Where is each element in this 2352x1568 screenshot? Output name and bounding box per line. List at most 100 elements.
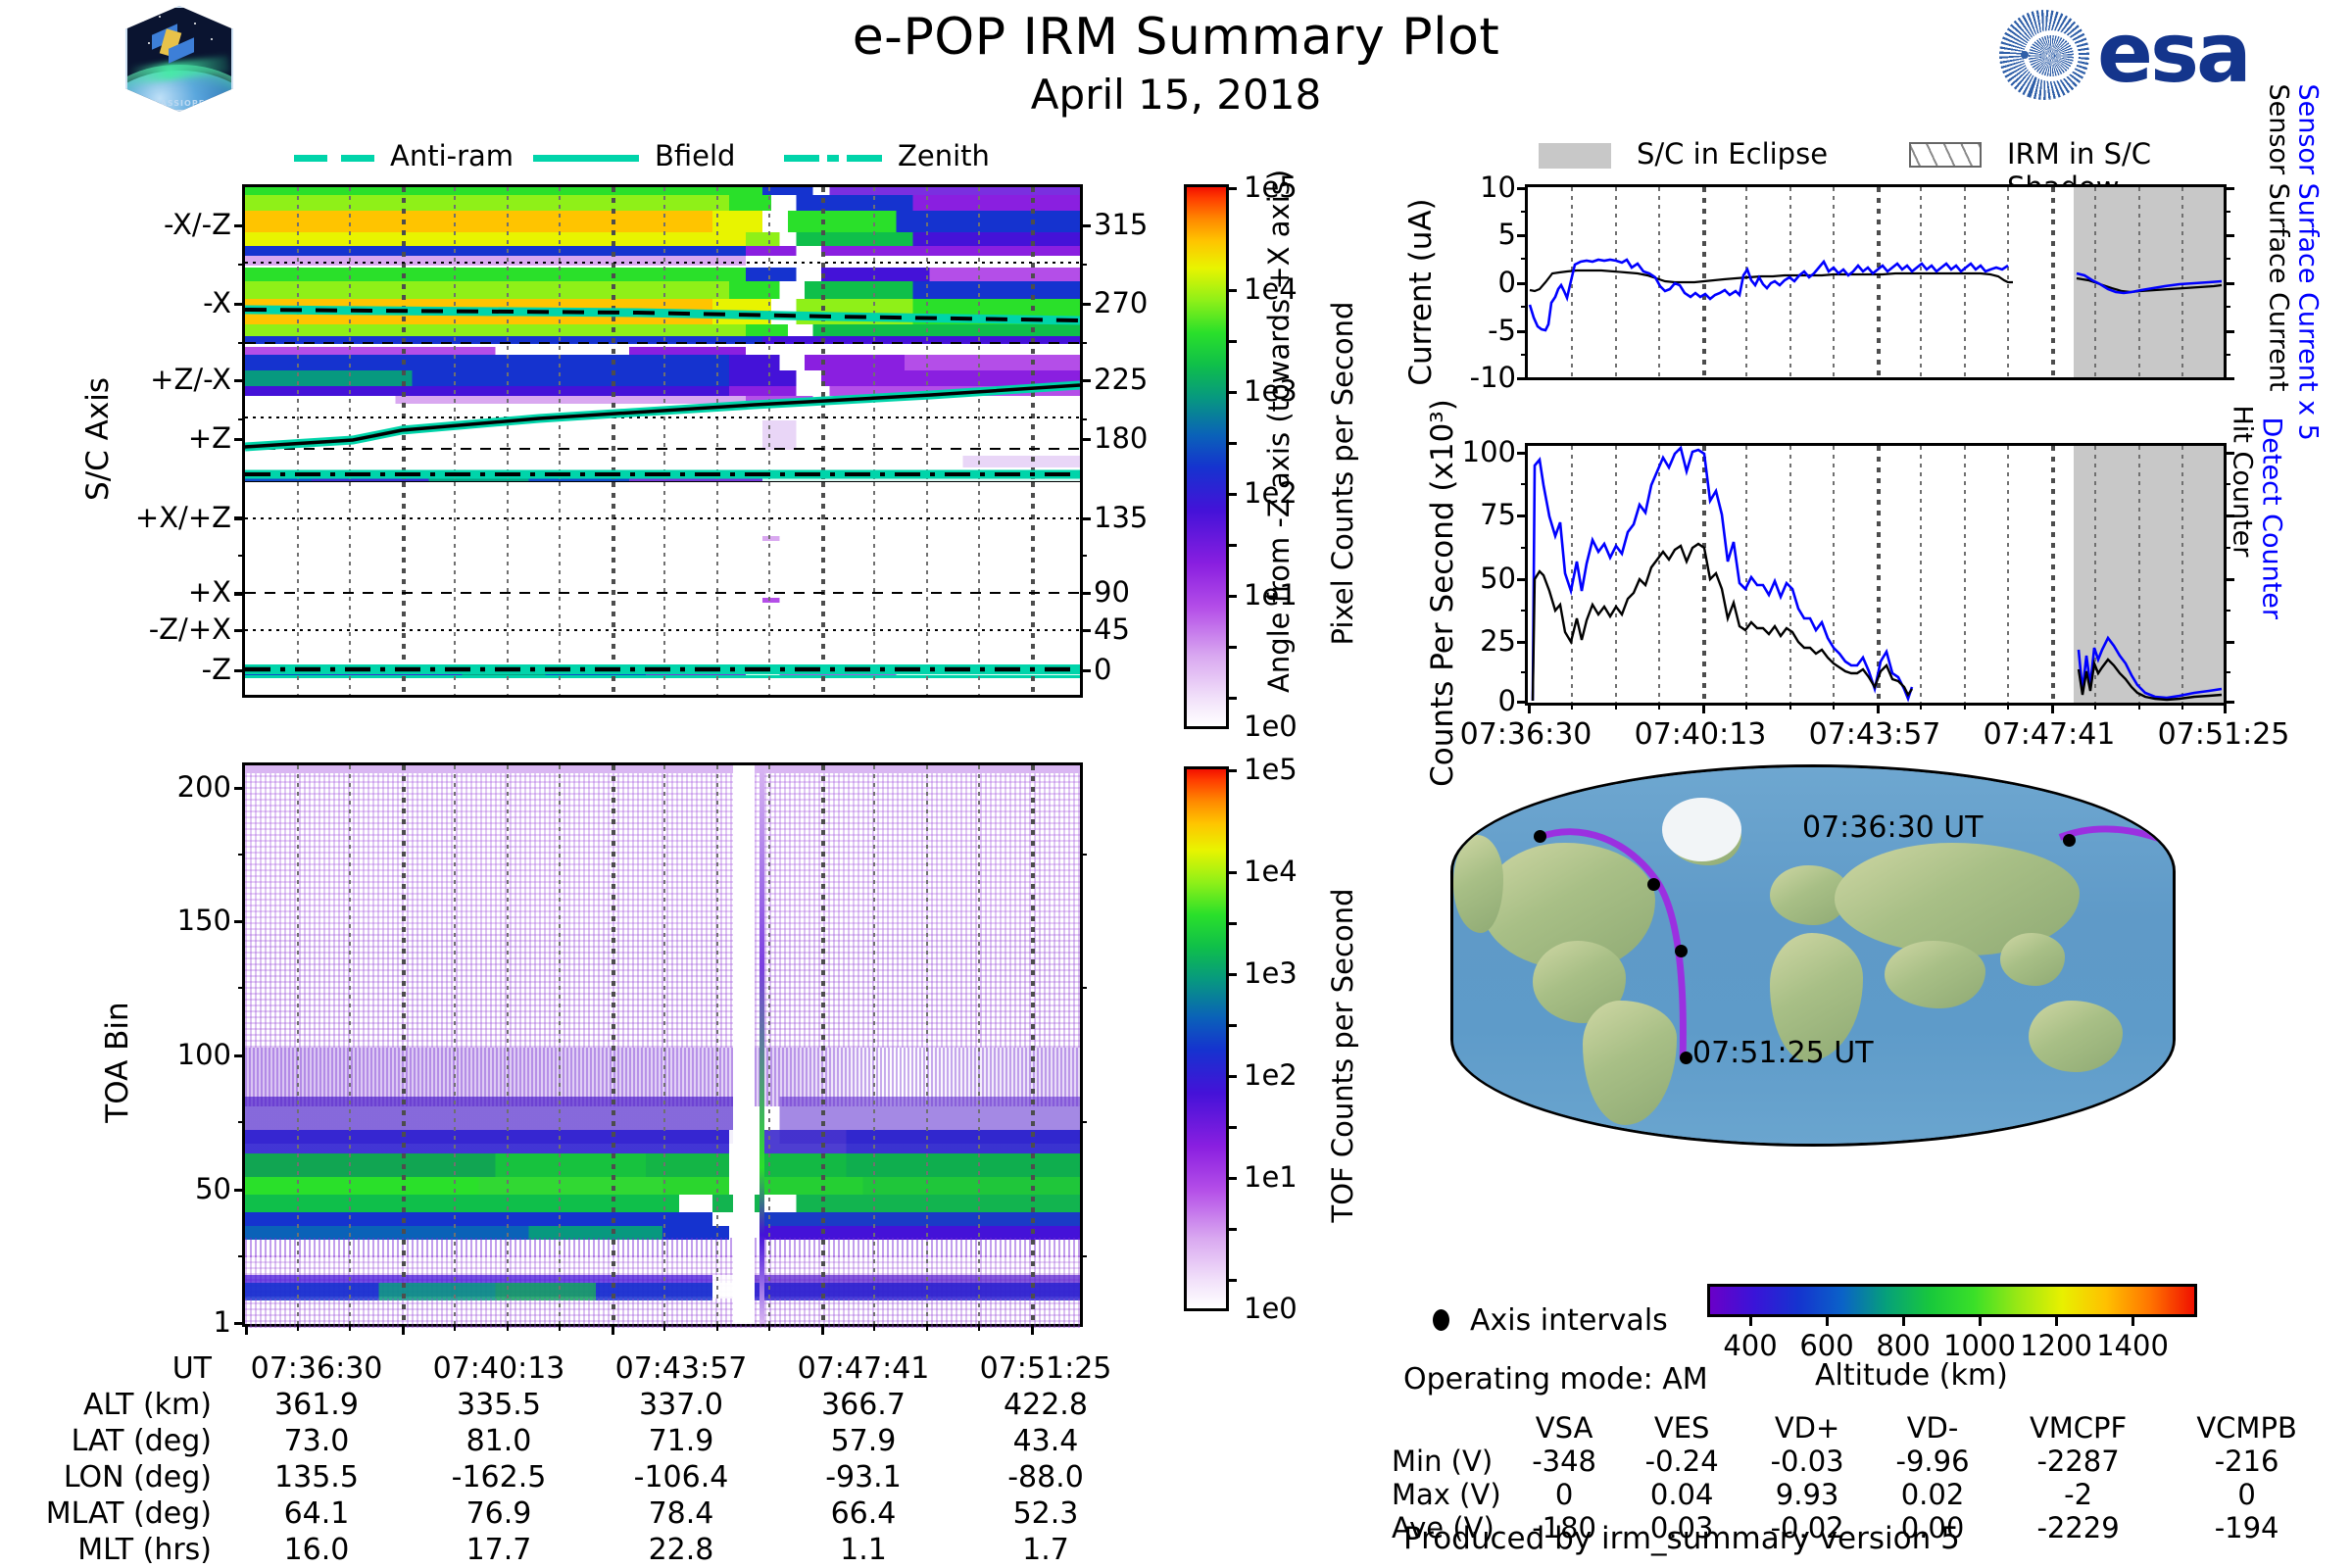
track-interval-dot-1 [1534,830,1546,843]
track-end-label: 07:51:25 UT [1692,1036,1874,1070]
zenith-trace-lower [245,482,1080,695]
anti-ram-trace [245,187,1080,479]
current-trace-black [1529,269,2013,293]
cbarA-tick-1e3: 1e3 [1244,374,1298,408]
panelA-ytick-2: +Z/-X [150,363,231,396]
col-vmcpf: VMCPF [2029,1411,2128,1445]
cbarB-tick-1e5: 1e5 [1244,753,1298,786]
panelB-ylabel: TOA Bin [100,1002,135,1123]
cell-mlat-2: 78.4 [648,1496,714,1531]
panelD-xtick-2: 07:43:57 [1808,717,1941,752]
page-subtitle: April 15, 2018 [1030,71,1322,119]
row-label-ut: UT [172,1351,212,1386]
altbar-tick-800: 800 [1876,1329,1931,1362]
counts-trace-black [1531,542,1913,702]
cell-mlt-3: 1.1 [840,1533,887,1567]
panelA-right-ytick-5: 90 [1094,575,1130,609]
panelB-ytick-150: 150 [176,904,231,937]
current-plot-panel: 10 5 0 -5 -10 [1470,171,2234,394]
panelD-ytick-0: 0 [1497,684,1516,717]
col-vdplus: VD+ [1774,1411,1840,1445]
table-row: Min (V) -348 -0.24 -0.03 -9.96 -2287 -21… [1392,1445,2332,1478]
cell-min-vdplus: -0.03 [1770,1445,1844,1478]
panelD-ytick-100: 100 [1461,435,1516,468]
zenith-trace [245,187,1080,479]
counts-trace-blue-2 [2077,635,2223,700]
cell-max-vcmpb: 0 [2237,1478,2256,1511]
legend-swatch-anti-ram-a [294,155,327,162]
col-vcmpb: VCMPB [2196,1411,2297,1445]
table-row: MLT (hrs) 16.0 17.7 22.8 1.1 1.7 [0,1532,1137,1568]
cell-ut-0: 07:36:30 [250,1351,383,1386]
legend-label-eclipse: S/C in Eclipse [1637,137,1829,171]
row-label-lat: LAT (deg) [71,1424,212,1458]
panelA-ytick-7: -Z [201,653,231,686]
cell-mlat-0: 64.1 [283,1496,350,1531]
cell-ave-vmcpf: -2229 [2036,1511,2120,1544]
voltage-summary-table: VSA VES VD+ VD- VMCPF VCMPB Min (V) -348… [1392,1411,2332,1544]
panelD-ytick-50: 50 [1480,562,1516,595]
row-label-mlat: MLAT (deg) [45,1496,212,1531]
altbar-tick-1200: 1200 [2020,1329,2092,1362]
ground-track-map: 07:36:30 UT 07:51:25 UT [1450,764,2176,1147]
altbar-tick-1400: 1400 [2096,1329,2169,1362]
table-header-row: VSA VES VD+ VD- VMCPF VCMPB [1392,1411,2332,1445]
cell-ut-1: 07:40:13 [432,1351,565,1386]
bfield-trace [245,187,1080,479]
legend-swatch-bfield [533,155,639,162]
track-start-label: 07:36:30 UT [1802,810,1984,845]
legend-swatch-eclipse [1539,143,1611,169]
eclipse-legend: S/C in Eclipse IRM in S/C Shadow [1539,137,2244,204]
panelA-right-ytick-6: 45 [1094,612,1130,646]
operating-mode-label: Operating mode: AM [1403,1362,1708,1396]
row-label-lon: LON (deg) [63,1460,212,1494]
panelB-colorbar-label: TOF Counts per Second [1326,888,1359,1223]
legend-label-bfield: Bfield [655,139,736,172]
page-title: e-POP IRM Summary Plot [852,8,1500,67]
cell-lat-0: 73.0 [283,1424,350,1458]
cbarA-tick-1e0: 1e0 [1244,710,1298,743]
panelD-xtick-1: 07:40:13 [1634,717,1767,752]
table-row: Max (V) 0 0.04 9.93 0.02 -2 0 [1392,1478,2332,1511]
cell-min-vcmpb: -216 [2214,1445,2279,1478]
cell-ave-vsa: -180 [1532,1511,1597,1544]
current-trace-blue-2 [2076,271,2223,295]
cell-lon-3: -93.1 [825,1460,902,1494]
panelC-ytick-0: 0 [1497,266,1516,299]
counts-plot-panel: 100 75 50 25 0 [1462,435,2234,717]
cbarA-tick-1e4: 1e4 [1244,272,1298,306]
cell-alt-4: 422.8 [1004,1388,1088,1422]
counts-trace-black-2 [2077,658,2223,702]
panelC-ytick-m5: -5 [1488,314,1516,347]
cell-mlt-1: 17.7 [466,1533,532,1567]
panelD-xtick-3: 07:47:41 [1983,717,2116,752]
panelB-ytick-100: 100 [176,1038,231,1071]
cell-mlt-4: 1.7 [1022,1533,1069,1567]
cbarB-tick-1e3: 1e3 [1244,956,1298,990]
cbarB-tick-1e1: 1e1 [1244,1160,1298,1194]
cell-ave-vdplus: -0.02 [1770,1511,1844,1544]
cell-mlt-2: 22.8 [648,1533,714,1567]
cell-ut-4: 07:51:25 [979,1351,1112,1386]
legend-label-zenith: Zenith [898,139,990,172]
altbar-tick-400: 400 [1723,1329,1778,1362]
cell-max-vdplus: 9.93 [1775,1478,1839,1511]
panelC-ytick-10: 10 [1480,171,1516,204]
cell-ut-2: 07:43:57 [614,1351,748,1386]
panelA-ytick-5: +X [187,575,231,609]
panelA-ylabel: S/C Axis [80,377,116,501]
cell-max-ves: 0.04 [1649,1478,1714,1511]
track-start-dot [2063,834,2076,847]
panelD-right-label-blue: Detect Counter [2256,416,2287,620]
table-row: MLAT (deg) 64.1 76.9 78.4 66.4 52.3 [0,1495,1137,1532]
cell-alt-2: 337.0 [639,1388,723,1422]
legend-swatch-anti-ram-b [341,155,374,162]
cassiope-mission-patch-icon: CASSIOPE [125,6,233,112]
axis-intervals-label: Axis intervals [1470,1303,1668,1338]
esa-logo: esa [1999,8,2332,102]
row-label-min: Min (V) [1392,1445,1494,1478]
counts-trace-blue [1531,446,1914,703]
cell-min-vmcpf: -2287 [2036,1445,2120,1478]
esa-logo-text: esa [2097,5,2252,101]
panelA-right-ytick-2: 225 [1094,363,1149,396]
